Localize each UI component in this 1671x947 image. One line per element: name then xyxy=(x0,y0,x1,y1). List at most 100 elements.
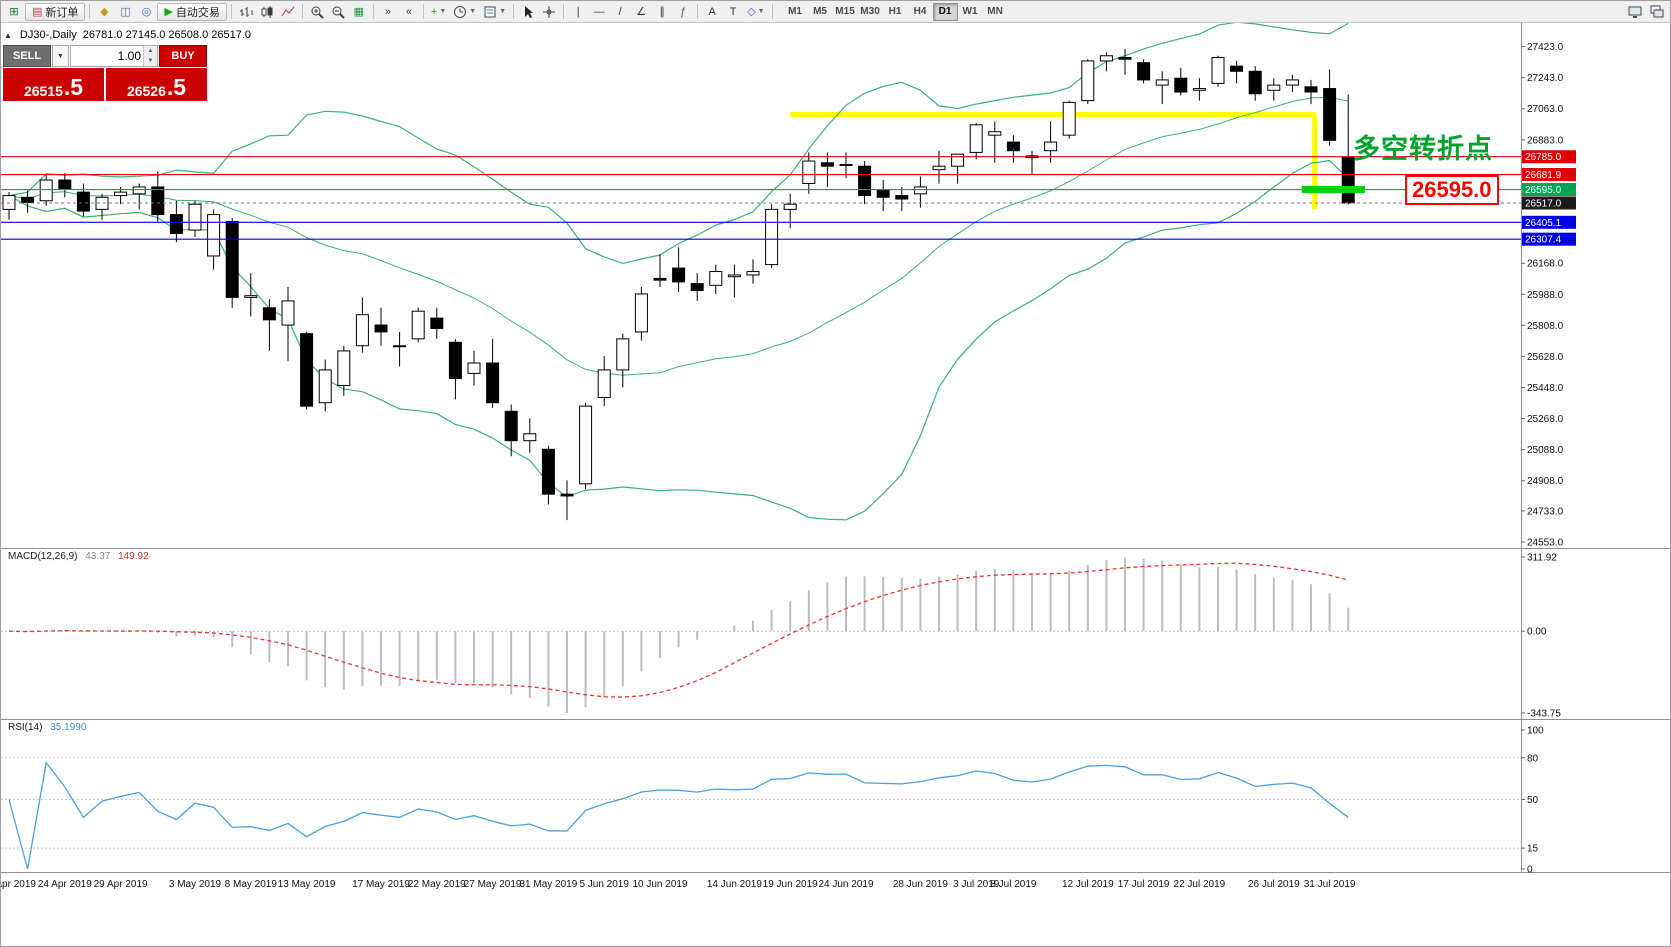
new-order-button-label: 新订单 xyxy=(45,6,79,19)
price-tick-label: 24553.0 xyxy=(1527,538,1564,549)
zoom-in-icon[interactable] xyxy=(307,3,327,21)
price-tick-label: 27063.0 xyxy=(1527,104,1564,115)
candle-body xyxy=(820,162,834,167)
indicators-icon-dropdown[interactable]: ▼ xyxy=(439,8,447,15)
date-axis-label: 17 May 2019 xyxy=(352,879,410,890)
timeframe-m30[interactable]: M30 xyxy=(860,6,880,17)
price-level-badge-26405.1 xyxy=(1522,215,1576,229)
arrows-icon-dropdown[interactable]: ▼ xyxy=(757,8,765,15)
new-order-button[interactable]: ▤ 新订单 xyxy=(25,2,86,21)
candle-body xyxy=(95,196,109,210)
tile-windows-icon[interactable]: ▦ xyxy=(349,3,369,21)
vertical-line-icon[interactable]: | xyxy=(568,3,588,21)
candle-body xyxy=(969,124,983,153)
candle-body xyxy=(932,165,946,171)
timeframe-d1[interactable]: D1 xyxy=(932,2,958,21)
sell-button[interactable]: SELL xyxy=(3,45,51,67)
chart-ohlc-readout: ▲ DJ30-,Daily 26781.0 27145.0 26508.0 26… xyxy=(4,29,251,41)
horizontal-line-icon[interactable]: — xyxy=(589,3,609,21)
tile-windows-icon-glyph: ▦ xyxy=(353,6,365,18)
timeframe-h4[interactable]: H4 xyxy=(913,6,927,17)
zoom-out-icon[interactable] xyxy=(328,3,348,21)
price-level-badge-text: 26517.0 xyxy=(1525,198,1562,209)
toolbar-separator xyxy=(230,4,232,19)
arrows-icon[interactable]: ◇ ▼ xyxy=(744,3,767,21)
data-window-icon[interactable]: ◫ xyxy=(115,3,135,21)
channel-icon[interactable]: ∥ xyxy=(652,3,672,21)
macd-indicator-label: MACD(12,26,9) 43.37 149.92 xyxy=(8,551,149,562)
timeframe-w1[interactable]: W1 xyxy=(962,6,978,17)
line-chart-icon[interactable] xyxy=(278,3,298,21)
candle-body xyxy=(1137,62,1151,81)
rsi-axis-label: 50 xyxy=(1527,795,1539,806)
toolbar-separator xyxy=(771,4,773,19)
candle-body xyxy=(337,350,351,386)
text-label-icon[interactable]: T xyxy=(723,3,743,21)
rsi-value: 35.1990 xyxy=(50,722,87,733)
price-tick-label: 27243.0 xyxy=(1527,73,1564,84)
bar-chart-icon[interactable] xyxy=(236,3,256,21)
candle-body xyxy=(76,191,90,212)
rsi-axis-label: 80 xyxy=(1527,753,1539,764)
candle-body xyxy=(1118,56,1132,60)
candlestick-chart-icon[interactable] xyxy=(257,3,277,21)
toolbar-separator xyxy=(89,4,91,19)
auto-trading-button[interactable]: ▶ 自动交易 xyxy=(157,2,227,21)
buy-price[interactable]: 26526 .5 xyxy=(106,68,207,101)
date-axis-label: 26 Jul 2019 xyxy=(1248,879,1300,890)
templates-icon[interactable]: ▼ xyxy=(480,3,509,21)
date-axis-label: 28 Jun 2019 xyxy=(893,879,948,890)
candle-body xyxy=(1006,141,1020,152)
timeframe-m5[interactable]: M5 xyxy=(813,6,827,17)
templates-icon-dropdown[interactable]: ▼ xyxy=(499,8,507,15)
date-axis-label: 17 Jul 2019 xyxy=(1118,879,1170,890)
volume-down-icon[interactable]: ▼ xyxy=(144,56,157,66)
candle-body xyxy=(188,203,202,231)
candle-body xyxy=(21,196,35,203)
chart-shift-icon[interactable]: « xyxy=(399,3,419,21)
timeframe-mn[interactable]: MN xyxy=(987,6,1003,17)
text-icon[interactable]: A xyxy=(702,3,722,21)
timeframe-m15[interactable]: M15 xyxy=(835,6,855,17)
candle-body xyxy=(1155,79,1169,86)
buy-button[interactable]: BUY xyxy=(159,45,207,67)
window-mode-icon[interactable] xyxy=(1647,3,1667,21)
rsi-panel xyxy=(1,757,1521,870)
price-tick-label: 24908.0 xyxy=(1527,476,1564,487)
angle-trendline-icon[interactable]: ∠ xyxy=(631,3,651,21)
rsi-indicator-label: RSI(14) 35.1990 xyxy=(8,722,86,733)
date-axis-label: 3 May 2019 xyxy=(169,879,222,890)
timeframe-h1[interactable]: H1 xyxy=(888,6,902,17)
new-chart-icon[interactable]: ⊞ xyxy=(4,3,24,21)
periods-icon[interactable]: ▼ xyxy=(450,3,479,21)
horizontal-line-icon-glyph: — xyxy=(593,5,605,18)
date-axis-label: 3 Jul 2019 xyxy=(953,879,1000,890)
periods-icon-dropdown[interactable]: ▼ xyxy=(469,8,477,15)
timeframe-m1[interactable]: M1 xyxy=(788,6,802,17)
auto-scroll-icon[interactable]: » xyxy=(378,3,398,21)
trendline-icon-glyph: / xyxy=(618,5,622,18)
market-watch-icon[interactable]: ◆ xyxy=(94,3,114,21)
sell-menu-dropdown[interactable]: ▼ xyxy=(52,45,69,67)
fullscreen-icon[interactable] xyxy=(1625,3,1645,21)
angle-trendline-icon-glyph: ∠ xyxy=(636,6,647,18)
rsi-axis-label: 0 xyxy=(1527,865,1533,876)
indicators-icon[interactable]: + ▼ xyxy=(428,3,449,21)
cursor-icon[interactable] xyxy=(518,3,538,21)
volume-input[interactable] xyxy=(71,46,143,66)
candle-body xyxy=(616,338,630,371)
sell-price[interactable]: 26515 .5 xyxy=(3,68,104,101)
fibonacci-icon[interactable]: ƒ xyxy=(673,3,693,21)
trendline-icon[interactable]: / xyxy=(610,3,630,21)
volume-up-icon[interactable]: ▲ xyxy=(144,46,157,56)
candle-body xyxy=(541,448,555,495)
collapse-triangle-icon[interactable]: ▲ xyxy=(4,30,12,40)
price-level-badge-26307.4 xyxy=(1522,232,1576,246)
chart-symbol-period: DJ30-,Daily xyxy=(19,29,77,41)
chart-canvas[interactable]: 27423.0 27243.0 27063.0 26883.0 26168.0 25988… xyxy=(1,23,1671,947)
toolbar-separator xyxy=(301,4,303,19)
crosshair-icon[interactable] xyxy=(539,3,559,21)
candle-body xyxy=(1044,141,1058,152)
rsi-name: RSI(14) xyxy=(8,722,43,733)
navigator-icon[interactable]: ◎ xyxy=(136,3,156,21)
